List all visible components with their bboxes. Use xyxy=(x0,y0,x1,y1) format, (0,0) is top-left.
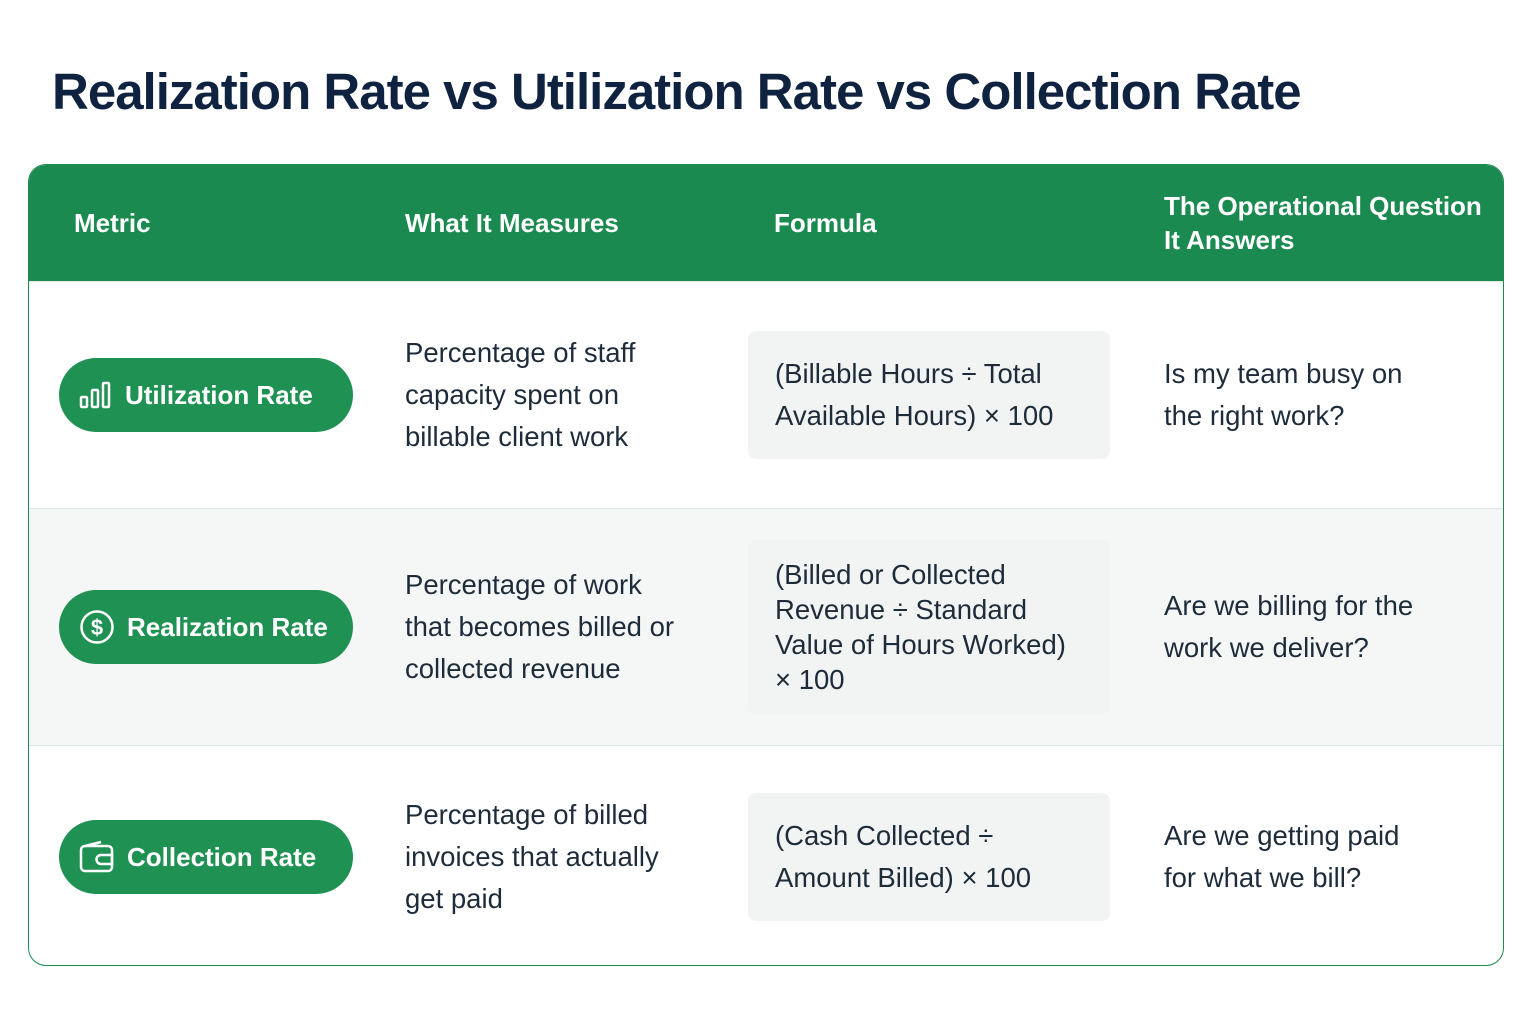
wallet-icon xyxy=(79,840,114,873)
dollar-icon: $ xyxy=(80,610,114,644)
metric-name: Realization Rate xyxy=(127,611,328,642)
header-cell: The Operational Question It Answers xyxy=(1164,191,1482,255)
metric-pill: $ Realization Rate xyxy=(59,590,353,664)
metric-pill: Utilization Rate xyxy=(59,358,353,432)
question-text: Are we getting paid for what we bill? xyxy=(1164,820,1400,893)
formula-box: (Billed or Collected Revenue ÷ Standard … xyxy=(748,540,1110,714)
table-row: Collection Rate Percentage of billed inv… xyxy=(29,745,1503,965)
question-text: Is my team busy on the right work? xyxy=(1164,358,1403,431)
metric-name: Utilization Rate xyxy=(125,379,313,410)
comparison-table: Metric What It Measures Formula The Oper… xyxy=(28,164,1504,966)
table-header: Metric What It Measures Formula The Oper… xyxy=(29,165,1503,281)
header-cell: Formula xyxy=(774,207,877,238)
table-row: $ Realization Rate Percentage of work th… xyxy=(29,508,1503,745)
page-title: Realization Rate vs Utilization Rate vs … xyxy=(52,63,1302,120)
formula-box: (Cash Collected ÷ Amount Billed) × 100 xyxy=(748,793,1110,921)
measure-text: Percentage of billed invoices that actua… xyxy=(405,799,659,914)
metric-name: Collection Rate xyxy=(127,841,317,872)
header-cell: What It Measures xyxy=(405,207,619,238)
table-row: Utilization Rate Percentage of staff cap… xyxy=(29,281,1503,508)
svg-text:$: $ xyxy=(91,615,103,640)
header-cell: Metric xyxy=(74,207,151,238)
measure-text: Percentage of staff capacity spent on bi… xyxy=(405,337,636,452)
question-text: Are we billing for the work we deliver? xyxy=(1164,590,1414,663)
formula-box: (Billable Hours ÷ Total Available Hours)… xyxy=(748,331,1110,459)
bar-icon xyxy=(79,381,111,409)
measure-text: Percentage of work that becomes billed o… xyxy=(405,569,675,684)
metric-pill: Collection Rate xyxy=(59,820,353,894)
